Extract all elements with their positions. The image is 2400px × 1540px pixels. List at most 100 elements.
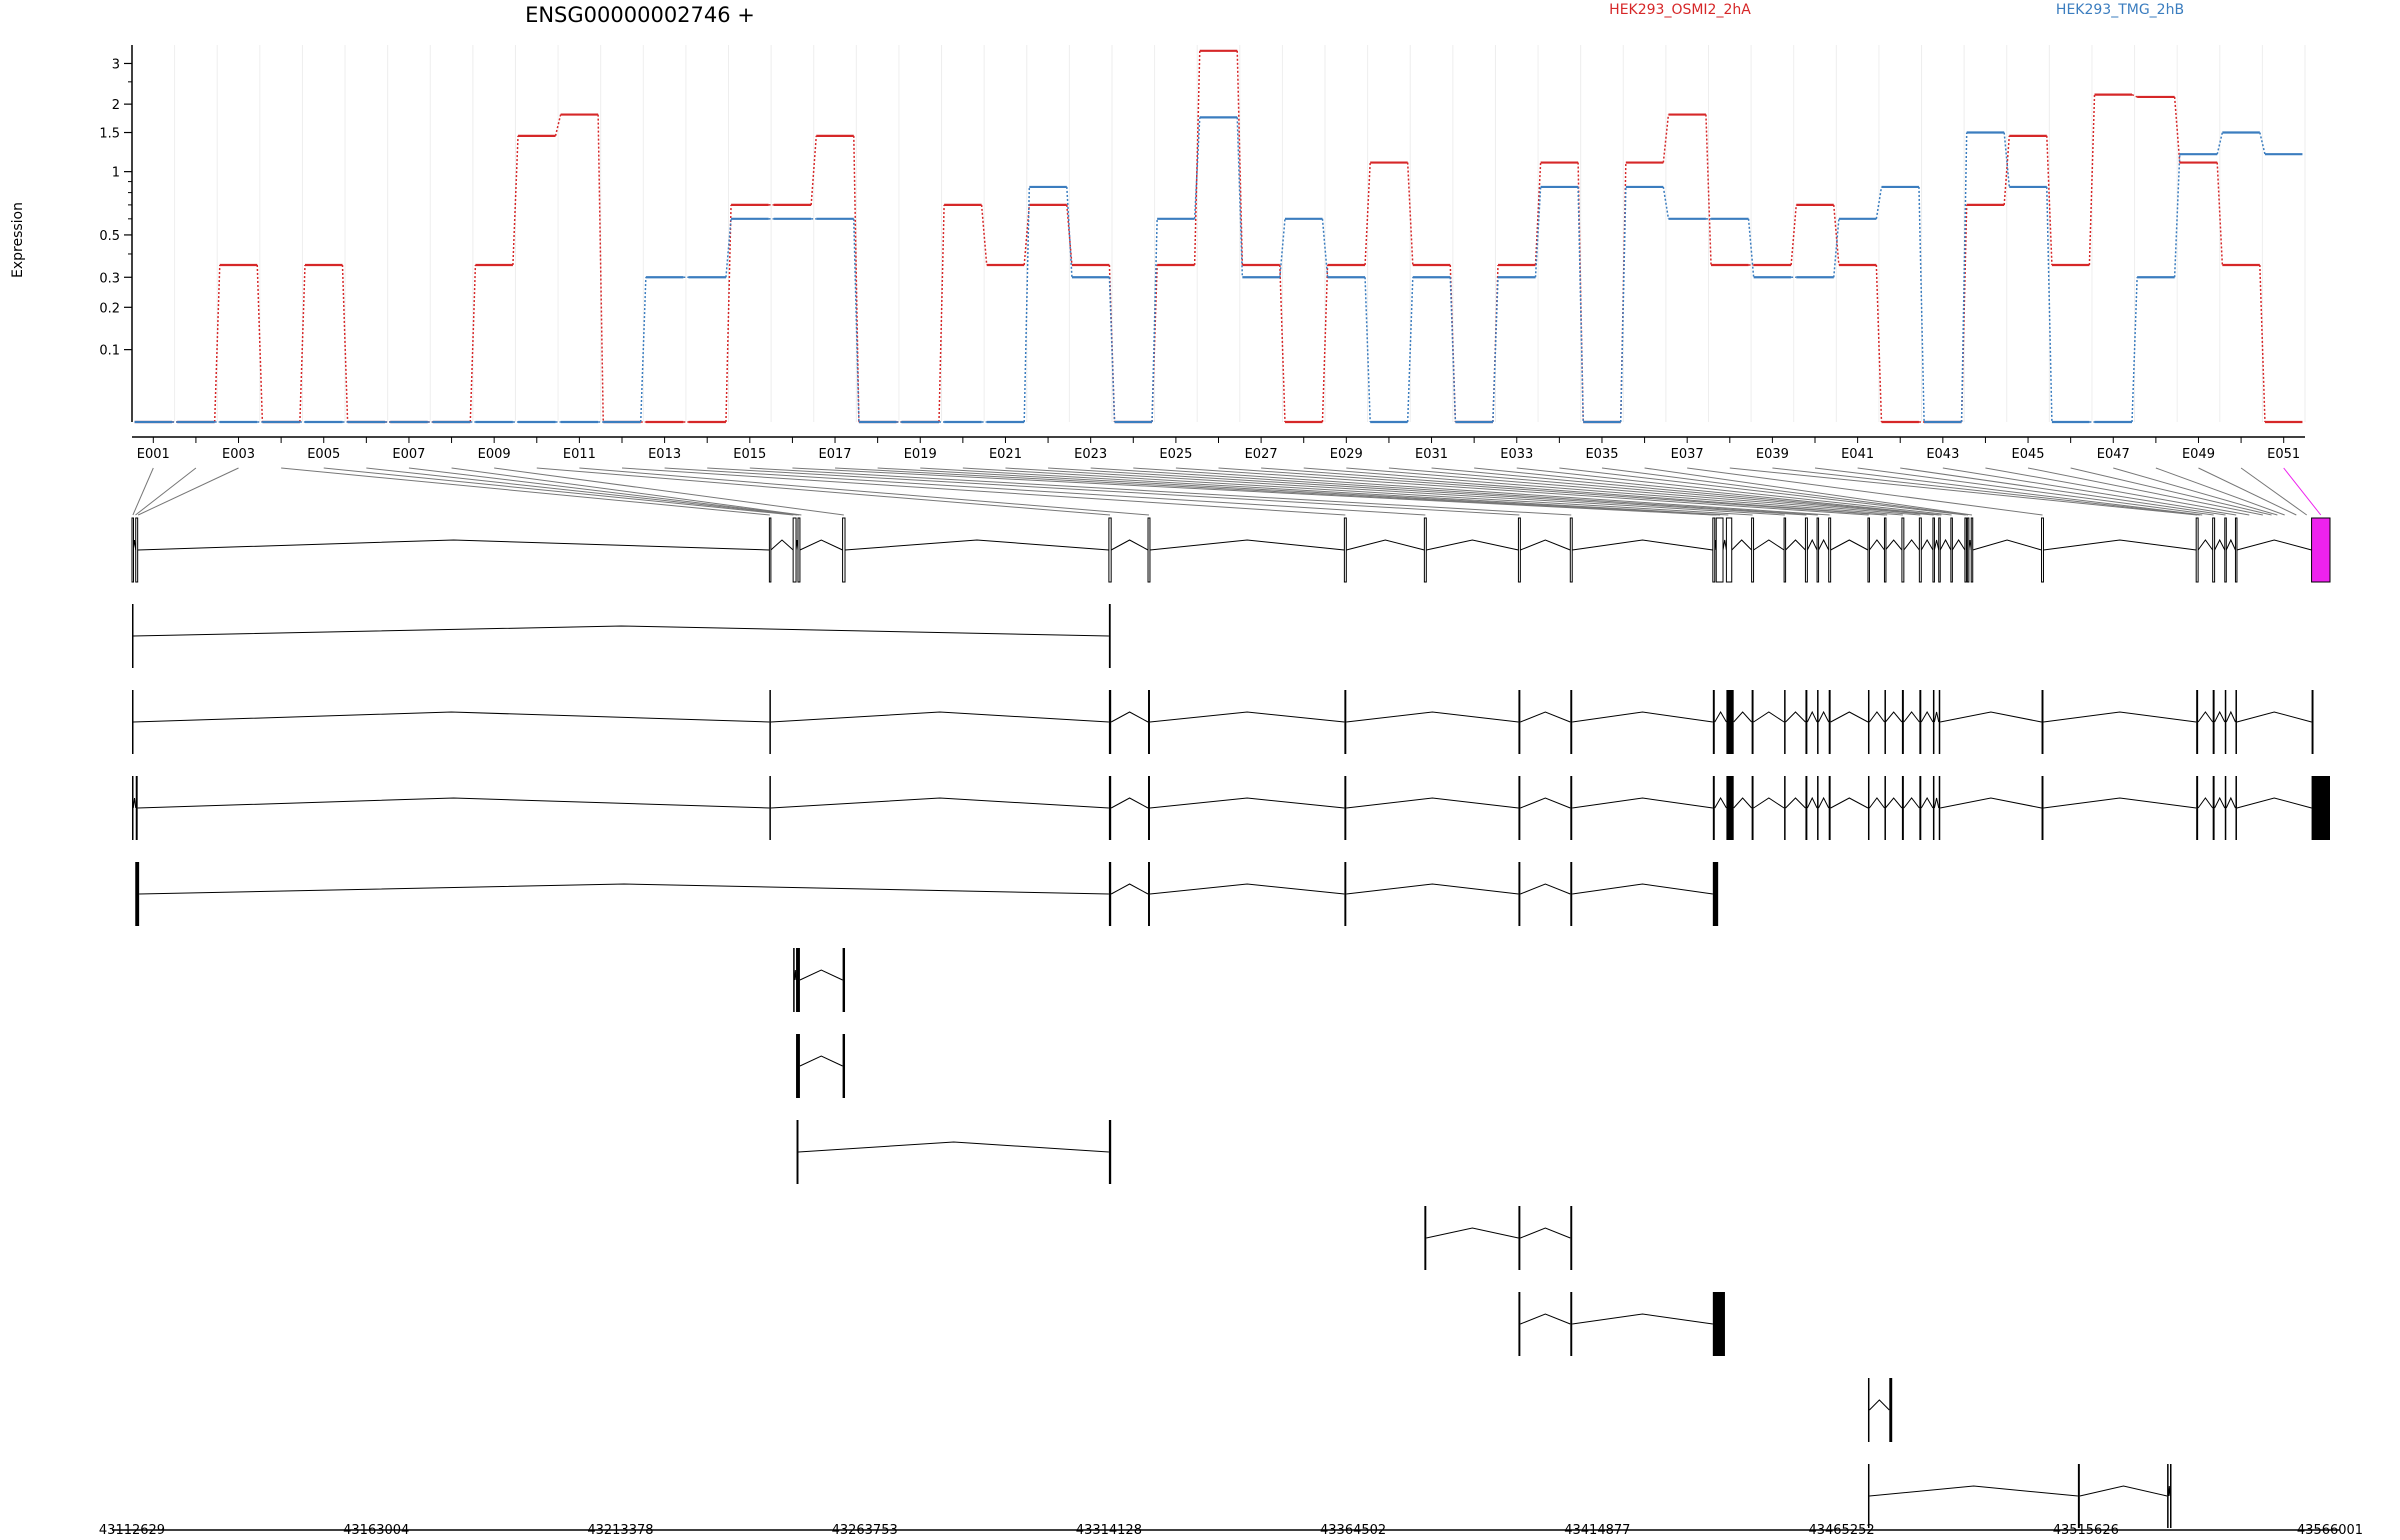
exon-connector-E036 bbox=[1644, 467, 1973, 516]
series-connector bbox=[597, 114, 604, 423]
intron-line bbox=[1933, 539, 1940, 551]
exon-connector-E003 bbox=[137, 467, 239, 516]
intron-line bbox=[1110, 883, 1149, 895]
y-axis-label: Expression bbox=[10, 202, 26, 278]
exon-connector-E032 bbox=[1474, 467, 1942, 516]
exon-connector-E043 bbox=[1942, 467, 2237, 516]
series-connector bbox=[1151, 218, 1158, 423]
intron-line bbox=[1885, 539, 1903, 551]
x-tick-label: E045 bbox=[2012, 447, 2045, 462]
series-connector bbox=[1833, 218, 1840, 278]
exon-connector-E033 bbox=[1516, 467, 1952, 516]
exon-box bbox=[1828, 690, 1831, 754]
x-tick-label: E009 bbox=[478, 447, 511, 462]
exon-box bbox=[131, 517, 134, 583]
intron-line bbox=[1110, 711, 1149, 723]
exon-box bbox=[796, 1034, 800, 1098]
exon-box bbox=[1570, 776, 1573, 840]
intron-line bbox=[1149, 539, 1345, 551]
exon-connector-E024 bbox=[1133, 467, 1830, 516]
exon-box bbox=[2041, 776, 2044, 840]
intron-line bbox=[770, 797, 1109, 809]
intron-line bbox=[1830, 711, 1869, 723]
exon-connector-E042 bbox=[1900, 467, 2226, 516]
intron-line bbox=[2225, 538, 2236, 551]
exon-connector-E048 bbox=[2155, 467, 2285, 516]
exon-box bbox=[1828, 776, 1831, 840]
series-connector bbox=[1577, 186, 1584, 423]
exon-box bbox=[2234, 517, 2238, 583]
chart-title: ENSG00000002746 + bbox=[525, 3, 755, 27]
intron-line bbox=[1346, 883, 1519, 895]
intron-line bbox=[1714, 797, 1727, 809]
exon-box bbox=[1518, 1292, 1521, 1356]
exon-box bbox=[1867, 690, 1870, 754]
intron-line bbox=[1426, 1227, 1519, 1239]
exon-box bbox=[1108, 604, 1111, 668]
exon-connector-E025 bbox=[1175, 467, 1869, 516]
intron-line bbox=[1806, 538, 1818, 551]
y-tick-label: 1.5 bbox=[99, 127, 120, 142]
exon-box bbox=[769, 690, 771, 754]
exon-box bbox=[1867, 1464, 1870, 1528]
genomic-tick-label: 43163004 bbox=[343, 1523, 409, 1538]
exon-connector-E037 bbox=[1687, 467, 2043, 516]
series-connector bbox=[1662, 186, 1670, 219]
exon-connector-E046 bbox=[2070, 467, 2272, 516]
intron-line bbox=[132, 797, 137, 809]
transcript-track-9 bbox=[1424, 1206, 1573, 1270]
exon-box bbox=[1517, 517, 1521, 583]
exon-connector-E017 bbox=[835, 467, 1717, 516]
intron-line bbox=[1572, 883, 1713, 895]
exon-box bbox=[1108, 517, 1112, 583]
x-tick-label: E021 bbox=[989, 447, 1022, 462]
series-connector bbox=[2003, 135, 2011, 205]
exon-box bbox=[796, 948, 800, 1012]
intron-line bbox=[1572, 539, 1713, 551]
y-tick-label: 0.1 bbox=[99, 344, 120, 359]
exon-box bbox=[1344, 862, 1347, 926]
intron-line bbox=[1733, 711, 1752, 723]
exon-box bbox=[1344, 776, 1347, 840]
exon-box bbox=[1884, 776, 1886, 840]
exon-box bbox=[1950, 517, 1953, 583]
exon-box bbox=[1918, 517, 1922, 583]
exon-box bbox=[2077, 1464, 2080, 1528]
intron-line bbox=[1903, 797, 1920, 809]
intron-line bbox=[1149, 797, 1345, 809]
intron-line bbox=[1110, 539, 1149, 551]
exon-box bbox=[2311, 776, 2330, 840]
intron-line bbox=[2197, 797, 2214, 809]
exon-box bbox=[1518, 1206, 1521, 1270]
exon-box bbox=[1518, 862, 1521, 926]
exon-box bbox=[135, 862, 140, 926]
exon-box bbox=[793, 948, 795, 1012]
intron-line bbox=[1869, 711, 1885, 723]
exon-box bbox=[132, 604, 134, 668]
series-connector bbox=[1960, 132, 1968, 423]
series-connector bbox=[1619, 186, 1627, 423]
exon-box bbox=[1817, 776, 1819, 840]
series-connector bbox=[2046, 135, 2053, 265]
x-tick-label: E043 bbox=[1926, 447, 1959, 462]
exon-box bbox=[2311, 517, 2331, 583]
series-connector bbox=[1705, 114, 1712, 265]
intron-line bbox=[1818, 710, 1830, 723]
exon-box bbox=[1901, 690, 1904, 754]
intron-line bbox=[1903, 711, 1920, 723]
exon-connector-E016 bbox=[792, 467, 1714, 516]
series-connector bbox=[1918, 186, 1925, 423]
intron-line bbox=[133, 711, 770, 723]
x-tick-label: E015 bbox=[733, 447, 766, 462]
exon-connector-E040 bbox=[1814, 467, 2203, 516]
x-tick-label: E023 bbox=[1074, 447, 1107, 462]
transcript-track-3 bbox=[132, 690, 2314, 754]
exon-box bbox=[1518, 690, 1521, 754]
series-connector bbox=[1875, 186, 1883, 219]
exon-connector-E023 bbox=[1090, 467, 1818, 516]
exon-box bbox=[1938, 517, 1941, 583]
exon-box bbox=[1970, 517, 1974, 583]
series-connector bbox=[2046, 186, 2053, 423]
series-connector bbox=[1236, 117, 1244, 278]
intron-line bbox=[1346, 797, 1519, 809]
